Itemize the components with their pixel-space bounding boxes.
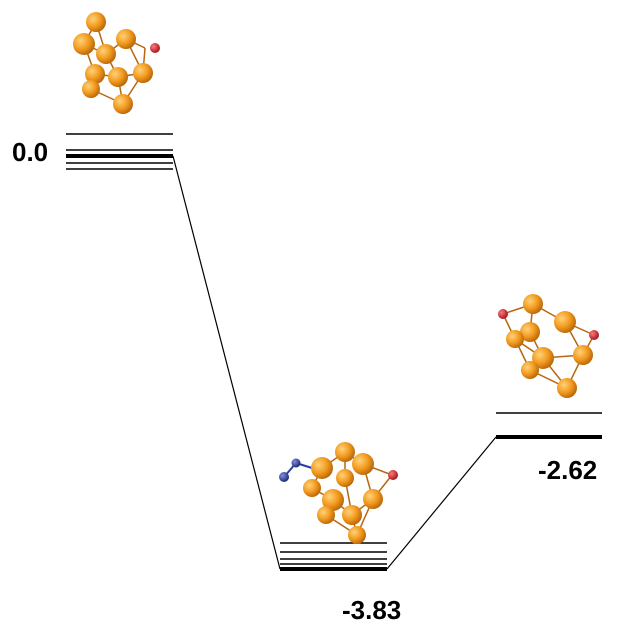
levels-intermediate — [280, 542, 387, 571]
energy-label-final: -2.62 — [538, 455, 598, 485]
cluster-final-icon — [498, 294, 599, 398]
cluster-intermediate-icon — [279, 442, 398, 544]
reaction-path — [172, 155, 497, 570]
connector-line — [386, 436, 497, 570]
levels-final — [496, 412, 602, 439]
connector-line — [172, 155, 281, 570]
levels-initial — [66, 133, 173, 170]
energy-label-initial: 0.0 — [12, 137, 49, 167]
cluster-initial-icon — [73, 12, 160, 114]
energy-label-intermediate: -3.83 — [342, 595, 402, 625]
